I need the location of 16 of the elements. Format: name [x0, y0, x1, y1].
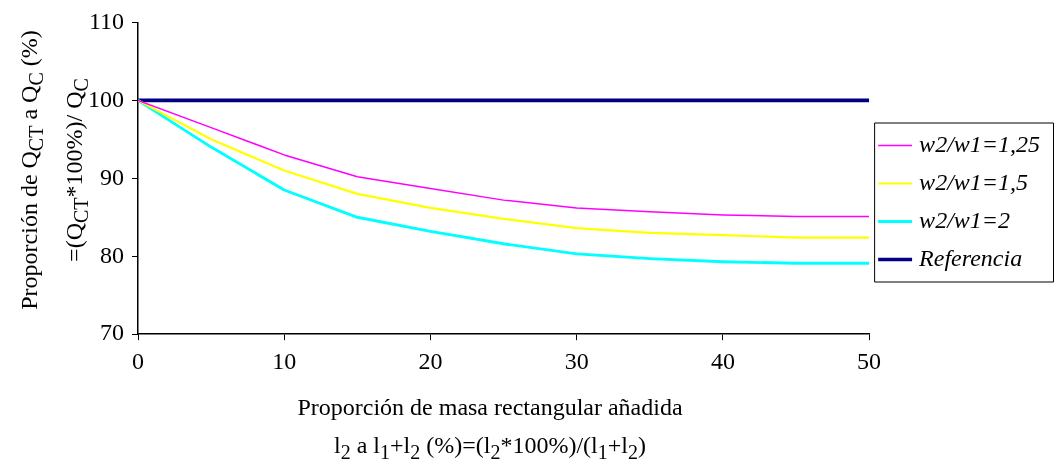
x-tick-label: 30	[564, 347, 589, 374]
y-tick-label: 80	[100, 241, 124, 268]
text: Proporción de masa rectangular añadida l$_{2}$ a l$_{1}$+l$_{2}$ (%)=(l$_{2}$*100%)/(l$_{1}$+l$_{2}$)	[297, 394, 683, 463]
legend-label: Referencia	[918, 244, 1023, 271]
x-tick-label: 50	[857, 347, 882, 374]
legend-label: w2/w1=1,25	[919, 130, 1041, 157]
x-tick-label: 10	[272, 347, 297, 374]
y-tick-label: 90	[100, 163, 124, 190]
x-tick-label: 20	[418, 347, 443, 374]
y-tick-label: 110	[88, 7, 124, 34]
x-tick-label: 40	[710, 347, 735, 374]
x-tick-label: 0	[132, 347, 144, 374]
y-tick-label: 70	[100, 319, 124, 346]
legend-label: w2/w1=1,5	[919, 168, 1029, 195]
legend-label: w2/w1=2	[919, 206, 1011, 233]
y-tick-label: 100	[88, 85, 124, 112]
